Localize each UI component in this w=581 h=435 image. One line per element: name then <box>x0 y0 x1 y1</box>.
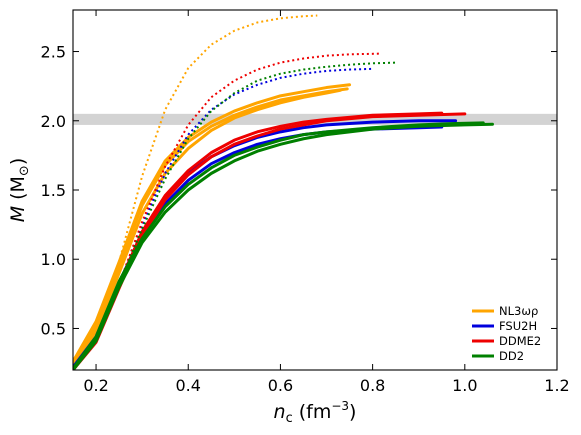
x-axis-ticks: 0.2 0.4 0.6 0.8 1.0 1.2 <box>83 10 570 395</box>
series-dotted-1 <box>118 14 318 263</box>
x-tick-label: 1.0 <box>452 376 477 395</box>
y-tick-label: 0.5 <box>41 319 66 338</box>
series-line <box>118 67 373 285</box>
series-dotted-7 <box>118 61 396 285</box>
plot-frame <box>72 9 558 371</box>
legend-label: DDME2 <box>499 334 541 348</box>
y-tick-label: 1.5 <box>41 181 66 200</box>
series-line <box>73 121 485 370</box>
x-tick-label: 0.8 <box>360 376 385 395</box>
series-line <box>118 14 318 263</box>
series-layer <box>73 14 494 370</box>
x-axis-label: nc (fm−3) <box>274 399 357 426</box>
legend-label: DD2 <box>499 349 524 363</box>
series-line <box>118 61 396 285</box>
x-tick-label: 0.6 <box>268 376 293 395</box>
x-tick-label: 0.4 <box>176 376 201 395</box>
y-axis-ticks: 0.5 1.0 1.5 2.0 2.5 <box>41 43 557 338</box>
y-axis-label: M(M⊙) <box>7 158 32 223</box>
legend-label: FSU2H <box>499 319 537 333</box>
x-tick-label: 0.2 <box>83 376 108 395</box>
y-tick-label: 1.0 <box>41 250 66 269</box>
series-DD2 <box>73 121 494 370</box>
series-line <box>73 88 342 368</box>
legend-label: NL3ωρ <box>499 304 538 318</box>
series-line <box>118 52 382 285</box>
y-tick-label: 2.0 <box>41 112 66 131</box>
x-tick-label: 1.2 <box>544 376 569 395</box>
y-tick-label: 2.5 <box>41 43 66 62</box>
series-dotted-5 <box>118 52 382 285</box>
series-dotted-3 <box>118 67 373 285</box>
